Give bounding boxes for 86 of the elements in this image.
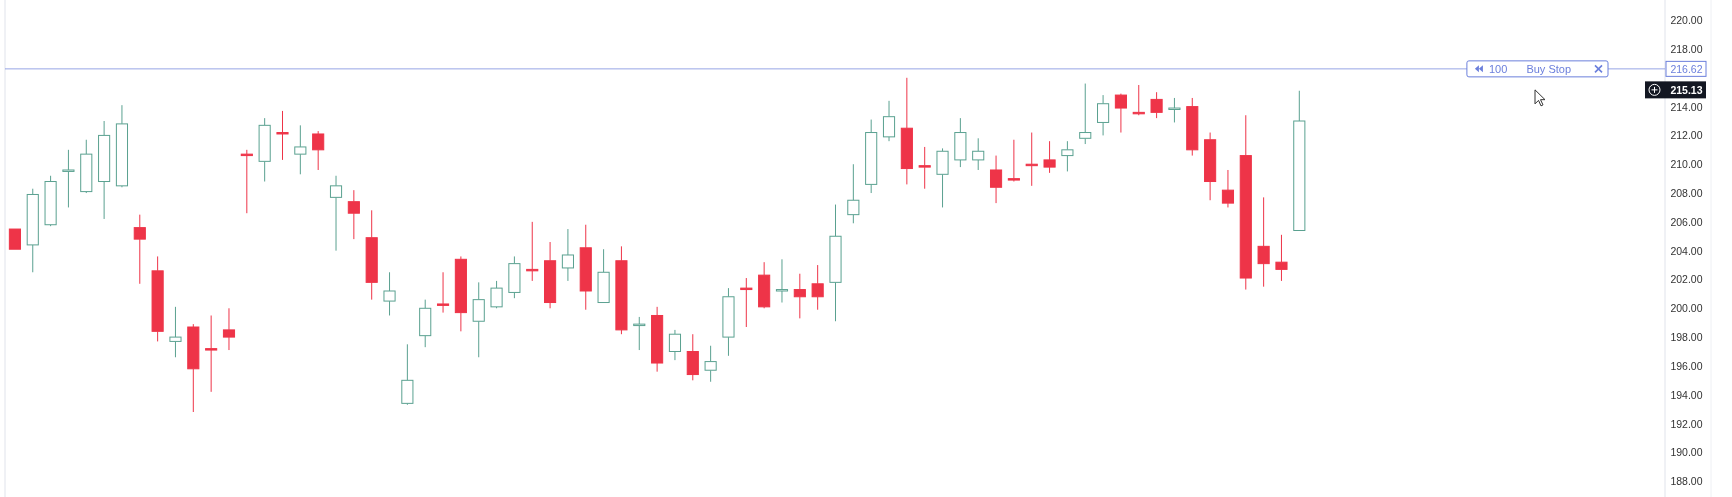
candlestick bbox=[1150, 91, 1163, 119]
y-tick-label: 202.00 bbox=[1670, 273, 1703, 286]
annotation: 216.62 bbox=[1670, 62, 1703, 75]
candlestick bbox=[865, 119, 878, 194]
candlestick bbox=[115, 104, 129, 187]
candlestick bbox=[240, 149, 253, 214]
candlestick bbox=[436, 271, 450, 314]
candlestick bbox=[1257, 196, 1270, 288]
candlestick bbox=[26, 188, 39, 273]
candlestick bbox=[508, 255, 521, 299]
candlestick bbox=[1221, 169, 1235, 208]
candlestick bbox=[633, 316, 646, 351]
candlestick bbox=[882, 100, 896, 142]
y-tick-label: 196.00 bbox=[1670, 359, 1703, 372]
ref-line-label: Buy Stop bbox=[1526, 62, 1572, 75]
candlestick bbox=[1204, 132, 1217, 201]
candlestick bbox=[847, 163, 860, 224]
candlestick bbox=[954, 117, 967, 168]
candlestick bbox=[294, 124, 307, 175]
candlestick bbox=[365, 209, 378, 301]
candlestick bbox=[419, 299, 432, 348]
y-tick-label: 214.00 bbox=[1670, 100, 1703, 113]
candlestick bbox=[918, 146, 931, 190]
candlestick bbox=[829, 204, 842, 322]
candlestick bbox=[900, 77, 913, 185]
candlestick bbox=[1275, 234, 1288, 282]
candlestick bbox=[1079, 83, 1092, 145]
candlestick bbox=[1097, 94, 1110, 136]
y-tick-label: 194.00 bbox=[1670, 388, 1703, 401]
candlestick bbox=[989, 155, 1003, 204]
candlestick bbox=[668, 329, 682, 361]
candlestick bbox=[169, 306, 182, 358]
candlestick bbox=[1293, 90, 1306, 231]
candlestick bbox=[205, 314, 218, 393]
candlestick bbox=[222, 307, 236, 351]
candlestick bbox=[597, 248, 610, 304]
y-tick-label: 220.00 bbox=[1670, 14, 1703, 27]
candlestick bbox=[811, 264, 824, 311]
candlestick bbox=[151, 255, 164, 342]
y-tick-label: 200.00 bbox=[1670, 302, 1703, 315]
candlestick bbox=[1061, 140, 1074, 172]
candlestick bbox=[276, 110, 289, 161]
candlestick bbox=[758, 261, 771, 308]
candlestick bbox=[347, 189, 360, 240]
candlestick bbox=[98, 120, 111, 220]
candlestick bbox=[704, 345, 717, 383]
annotation: 100 bbox=[1488, 62, 1508, 75]
candlestick bbox=[1007, 139, 1020, 181]
y-tick-label: 218.00 bbox=[1670, 42, 1703, 55]
candlestick bbox=[740, 277, 753, 328]
y-tick-label: 208.00 bbox=[1670, 187, 1703, 200]
candlestick bbox=[454, 255, 467, 332]
y-tick-label: 204.00 bbox=[1670, 244, 1703, 257]
y-tick-label: 198.00 bbox=[1670, 331, 1703, 344]
y-tick-label: 206.00 bbox=[1670, 215, 1703, 228]
candlestick bbox=[1043, 140, 1056, 174]
candlestick bbox=[383, 271, 396, 316]
candlestick bbox=[615, 245, 628, 335]
candlestick bbox=[1114, 94, 1127, 134]
candlestick bbox=[62, 149, 75, 208]
candlestick bbox=[793, 273, 806, 319]
candlestick bbox=[472, 281, 485, 358]
candlestick bbox=[651, 306, 664, 373]
candlestick bbox=[972, 137, 985, 171]
candlestick bbox=[401, 343, 414, 404]
candlestick bbox=[722, 287, 735, 357]
candlestick bbox=[579, 224, 592, 311]
candlestick bbox=[544, 241, 557, 309]
candlestick bbox=[187, 323, 200, 413]
candlestick bbox=[686, 333, 699, 381]
y-tick-label: 210.00 bbox=[1670, 158, 1703, 171]
candlestick bbox=[561, 228, 574, 282]
candlestick bbox=[1186, 97, 1199, 157]
candlestick bbox=[775, 258, 789, 304]
candlestick bbox=[1168, 97, 1181, 123]
y-tick-label: 212.00 bbox=[1670, 129, 1703, 142]
candlestick bbox=[1239, 114, 1252, 291]
y-tick-label: 192.00 bbox=[1670, 417, 1703, 430]
candlestick bbox=[312, 130, 325, 171]
candlestick bbox=[936, 147, 949, 208]
y-tick-label: 190.00 bbox=[1670, 446, 1703, 459]
y-tick-label: 188.00 bbox=[1670, 475, 1703, 488]
text: 215.13 bbox=[1670, 83, 1703, 96]
candlestick bbox=[258, 117, 271, 183]
candlestick bbox=[133, 214, 146, 285]
candlestick bbox=[329, 175, 343, 252]
